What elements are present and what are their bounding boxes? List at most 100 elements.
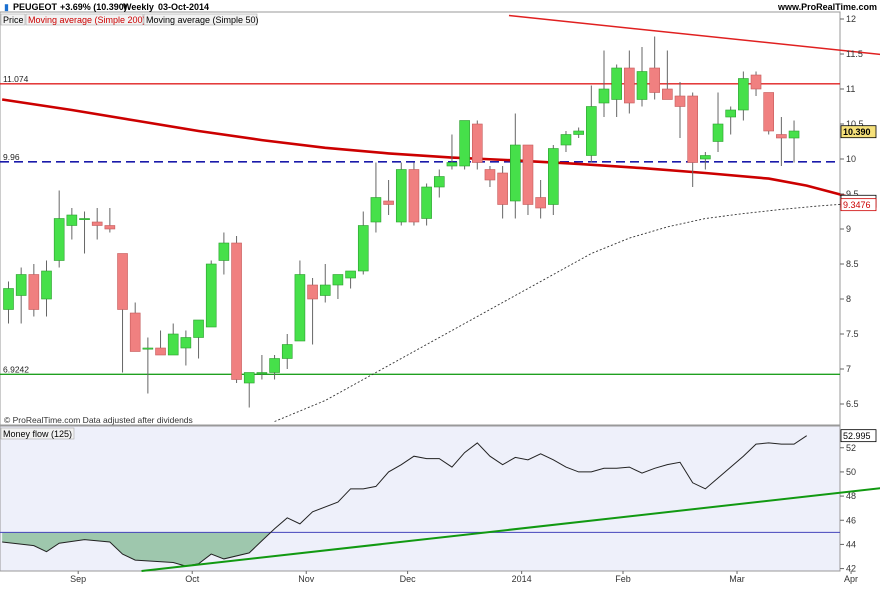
candle-body-up <box>560 134 572 146</box>
price-ytick-label: 6.5 <box>846 399 859 409</box>
tab-price-bg <box>0 13 26 26</box>
candle-body-down <box>535 197 546 209</box>
candle <box>218 232 230 275</box>
tab-price[interactable]: Price <box>3 15 24 25</box>
low-line-label: 6.9242 <box>3 364 29 374</box>
candle-body-up <box>319 284 331 296</box>
x-tick-label: 2014 <box>512 574 532 584</box>
date: 03-Oct-2014 <box>158 2 209 12</box>
tab-ma50[interactable]: Moving average (Simple 50) <box>146 15 259 25</box>
candle <box>3 281 14 324</box>
candle <box>446 134 458 170</box>
candle <box>459 120 470 170</box>
candle-body-up <box>395 169 407 223</box>
money-flow-title[interactable]: Money flow (125) <box>3 429 72 439</box>
candle <box>624 50 635 114</box>
candle-body-up <box>256 372 268 375</box>
candle-body-up <box>294 274 306 342</box>
candle <box>383 180 394 215</box>
candle-body-down <box>776 134 787 139</box>
indicator-lines-layer: 11.074 9.96 6.9242 <box>0 14 880 422</box>
candle <box>497 166 508 219</box>
candle <box>53 190 65 268</box>
candle <box>484 166 496 187</box>
candle-body-up <box>332 274 344 286</box>
candle-body-up <box>712 123 724 142</box>
candle-body-up <box>509 144 521 202</box>
candle <box>117 253 128 373</box>
candle <box>104 208 116 233</box>
candle-body-up <box>636 71 648 100</box>
candle-body-up <box>573 130 584 135</box>
price-tag-box <box>840 125 877 139</box>
resistance-trendline <box>508 14 880 56</box>
candle <box>28 264 40 317</box>
candle <box>357 211 369 275</box>
candle-body-up <box>193 319 204 338</box>
candle-body-up <box>700 155 711 160</box>
candle-body-up <box>180 337 192 349</box>
candle-body-up <box>3 288 14 310</box>
candle-body-down <box>307 284 318 300</box>
candle <box>788 120 800 163</box>
header: PEUGEOT +3.69% (10.390) Weekly 03-Oct-20… <box>13 2 877 12</box>
interval: Weekly <box>123 2 154 12</box>
candle-body-down <box>484 169 496 181</box>
mf-ytick-label: 46 <box>846 515 856 525</box>
candle-body-up <box>548 148 559 205</box>
price-ytick-label: 7.5 <box>846 329 859 339</box>
site-url[interactable]: www.ProRealTime.com <box>777 2 877 12</box>
candle-body-up <box>79 218 90 221</box>
price-ytick-label: 8.5 <box>846 259 859 269</box>
x-tick-label: Dec <box>400 574 417 584</box>
candle <box>395 162 407 226</box>
candle <box>41 260 52 317</box>
candle-body-down <box>129 312 141 352</box>
resistance-line-label: 11.074 <box>3 74 29 84</box>
tab-ma200-bg <box>25 13 144 26</box>
candle <box>142 337 154 394</box>
price-panel <box>0 11 841 426</box>
candle-body-up <box>281 344 293 359</box>
x-tick-label: Nov <box>298 574 315 584</box>
x-tick-label: Apr <box>844 574 858 584</box>
candle <box>243 372 255 408</box>
x-tick-label: Feb <box>615 574 631 584</box>
ma50-line <box>274 202 858 422</box>
candle-body-up <box>586 106 597 156</box>
candle-body-up <box>788 130 800 139</box>
price-ytick-label: 11.5 <box>846 49 863 59</box>
candle-body-up <box>269 358 280 373</box>
mf-ytick-label: 42 <box>846 564 856 574</box>
tab-ma200[interactable]: Moving average (Simple 200) <box>28 15 146 25</box>
candle <box>700 152 711 170</box>
candle <box>560 131 572 152</box>
candle <box>598 50 610 117</box>
ma200-line <box>1 98 858 201</box>
candle <box>573 127 584 138</box>
price-ytick-label: 7 <box>846 364 851 374</box>
candle-body-up <box>66 214 78 226</box>
candle-body-down <box>28 274 40 310</box>
candle <box>509 113 521 219</box>
candles-layer <box>3 36 800 408</box>
mf-ytick-label: 44 <box>846 539 856 549</box>
candle-body-down <box>763 92 775 132</box>
candle <box>370 162 382 233</box>
candle-body-down <box>117 253 128 310</box>
candle-body-down <box>104 225 116 230</box>
candle <box>674 82 686 138</box>
candle-body-up <box>205 263 217 328</box>
candle <box>712 92 724 152</box>
price-ytick-label: 9.5 <box>846 189 859 199</box>
candle <box>738 71 749 121</box>
candle <box>79 211 90 254</box>
mf-tag-box <box>840 429 877 443</box>
candle <box>129 302 141 352</box>
candle <box>332 274 344 299</box>
candle <box>294 260 306 342</box>
mf-title-bg <box>0 427 75 440</box>
